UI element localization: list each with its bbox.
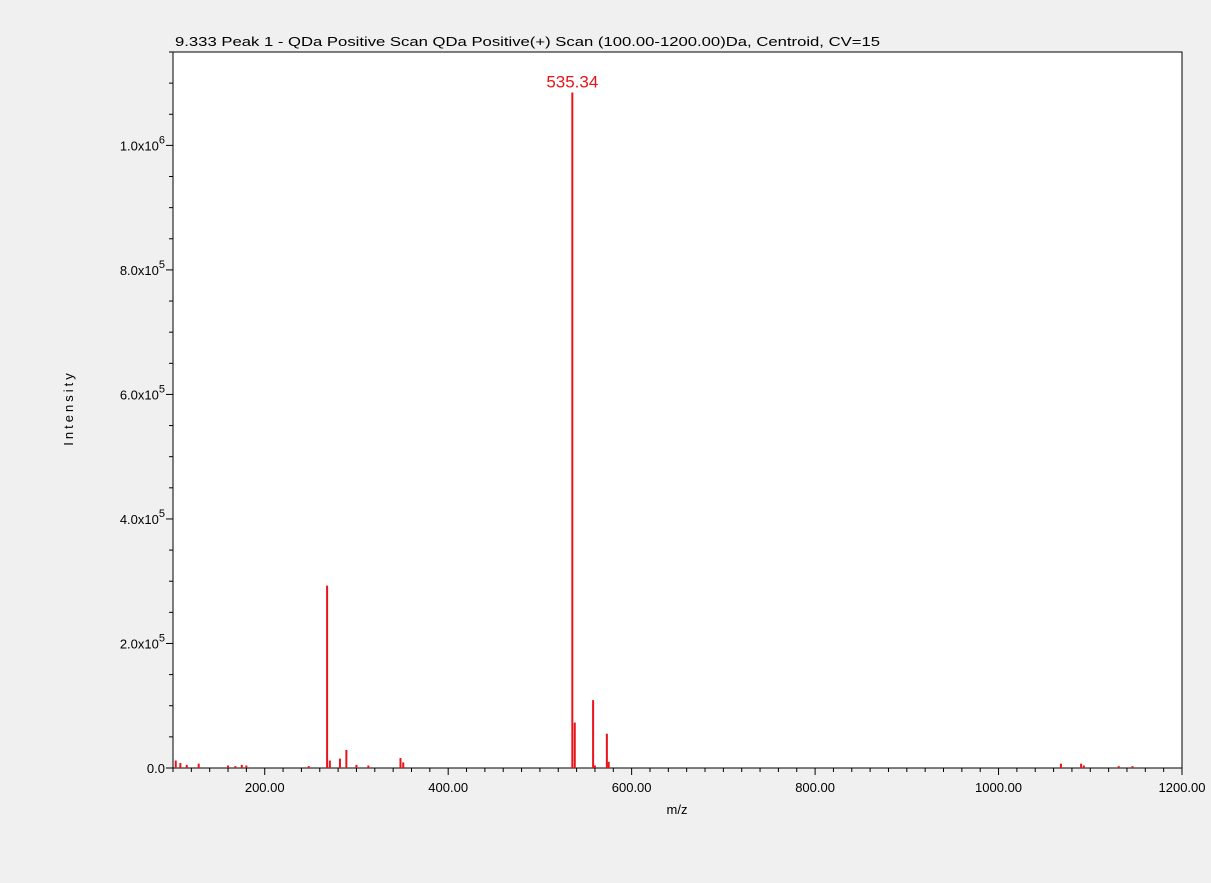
y-tick-label: 4.0x105	[120, 508, 165, 527]
x-tick-label: 1000.00	[975, 780, 1022, 795]
x-tick-label: 400.00	[428, 780, 468, 795]
x-axis-label: m/z	[667, 802, 688, 817]
x-tick-label: 200.00	[245, 780, 285, 795]
chart-title: 9.333 Peak 1 - QDa Positive Scan QDa Pos…	[175, 34, 880, 49]
y-tick-label: 1.0x106	[120, 134, 165, 153]
x-tick-label: 600.00	[612, 780, 652, 795]
y-axis-ticks: 0.0 2.0x105 4.0x105 6.0x105 8.0x105 1.0x106	[120, 51, 173, 776]
base-peak-label: 535.34	[546, 72, 598, 91]
x-axis-ticks: 200.00 400.00 600.00 800.00 1000.00 1200.00	[172, 768, 1206, 795]
x-tick-label: 1200.00	[1159, 780, 1206, 795]
y-tick-label: 6.0x105	[120, 383, 165, 402]
x-tick-label: 800.00	[795, 780, 835, 795]
y-tick-label: 0.0	[147, 761, 165, 776]
y-tick-label: 2.0x105	[120, 632, 165, 651]
plot-area	[172, 51, 1183, 769]
y-tick-label: 8.0x105	[120, 259, 165, 278]
y-axis-label: Intensity	[61, 370, 76, 445]
spectrum-peaks	[174, 92, 1134, 768]
